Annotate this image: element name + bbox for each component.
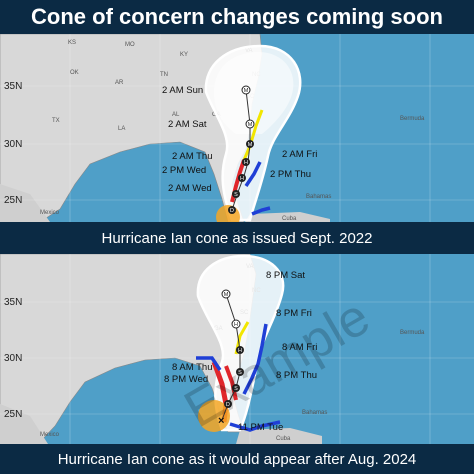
forecast-label: 8 PM Thu [276, 370, 317, 381]
forecast-label: 2 PM Thu [270, 169, 311, 180]
lat-label: 35N [4, 81, 22, 92]
region-label: TN [160, 72, 168, 78]
forecast-marker [228, 206, 236, 214]
forecast-marker [232, 190, 240, 198]
storm-area [198, 400, 230, 432]
forecast-marker [242, 158, 250, 166]
forecast-label: 11 PM Tue [238, 422, 283, 433]
region-label: AL [172, 112, 180, 118]
place-label: Bahamas [306, 194, 331, 200]
forecast-label: 2 AM Wed [168, 183, 212, 194]
region-label: KS [68, 40, 76, 46]
forecast-marker [224, 400, 232, 408]
map-bottom: 35N 30N 25N VA NC SC GA Bermuda Bahamas … [0, 254, 474, 444]
forecast-label: 8 PM Sat [266, 270, 305, 281]
place-label: Bermuda [400, 116, 425, 122]
storm-surge-warning [244, 161, 271, 216]
forecast-marker-letter: M [224, 292, 229, 298]
place-label: Cuba [282, 216, 297, 222]
lat-label: 30N [4, 139, 22, 150]
current-position-marker: × [218, 415, 224, 427]
forecast-label: 2 AM Fri [282, 149, 317, 160]
place-label: Cuba [276, 436, 291, 442]
forecast-markers: M M M H H S D [228, 85, 255, 214]
forecast-label: 2 PM Wed [162, 165, 206, 176]
forecast-marker-letter: H [234, 322, 238, 328]
page-title: Cone of concern changes coming soon [31, 4, 443, 29]
forecast-marker [241, 85, 251, 95]
forecast-marker [231, 319, 241, 329]
caption-top: Hurricane Ian cone as issued Sept. 2022 [0, 222, 474, 254]
forecast-label: 8 PM Wed [164, 374, 208, 385]
forecast-marker-letter: S [234, 386, 238, 392]
forecast-marker-letter: M [248, 122, 253, 128]
forecast-marker [236, 368, 244, 376]
region-label: MO [125, 42, 135, 48]
hurricane-warning [224, 365, 238, 401]
forecast-marker [245, 119, 255, 129]
tropical-watch [242, 109, 264, 161]
forecast-marker-letter: M [244, 88, 249, 94]
forecast-marker-letter: H [244, 160, 248, 166]
lat-label: 25N [4, 195, 22, 206]
place-label: Bahamas [302, 410, 327, 416]
forecast-marker [232, 384, 240, 392]
place-label: Mexico [40, 432, 60, 438]
land-mexico [0, 404, 48, 444]
forecast-marker-letter: D [230, 208, 234, 214]
caption-bottom: Hurricane Ian cone as it would appear af… [0, 444, 474, 474]
forecast-marker [236, 346, 244, 354]
region-label: OK [70, 70, 79, 76]
land-cuba [236, 428, 322, 444]
lat-label: 25N [4, 409, 22, 420]
forecast-cone-dotted [214, 52, 294, 134]
storm-surge-warning [196, 323, 281, 432]
forecast-marker-letter: S [238, 370, 242, 376]
land-mexico [0, 184, 50, 222]
map-top: 35N 30N 25N KS MO KY VA OK AR TN NC TX L… [0, 34, 474, 222]
forecast-marker-letter: H [238, 348, 242, 354]
place-label: Mexico [40, 210, 60, 216]
forecast-label: 8 AM Thu [172, 362, 213, 373]
forecast-marker-letter: S [234, 192, 238, 198]
forecast-marker [238, 174, 246, 182]
forecast-marker-letter: M [248, 142, 253, 148]
land-cuba [245, 212, 330, 222]
forecast-marker-letter: D [226, 402, 230, 408]
forecast-label: 8 AM Fri [282, 342, 317, 353]
forecast-label: 2 AM Sat [168, 119, 207, 130]
forecast-label: 8 PM Fri [276, 308, 312, 319]
lat-label: 35N [4, 297, 22, 308]
forecast-label: 2 AM Sun [162, 85, 203, 96]
region-label: AR [115, 80, 124, 86]
region-label: TX [52, 118, 60, 124]
forecast-markers: × M H H S S D [218, 289, 244, 427]
forecast-label: 2 AM Thu [172, 151, 213, 162]
forecast-marker-letter: H [240, 176, 244, 182]
region-label: KY [180, 52, 188, 58]
lat-label: 30N [4, 353, 22, 364]
forecast-marker [221, 289, 231, 299]
region-label: LA [118, 126, 125, 132]
forecast-marker [246, 140, 254, 148]
place-label: Bermuda [400, 330, 425, 336]
